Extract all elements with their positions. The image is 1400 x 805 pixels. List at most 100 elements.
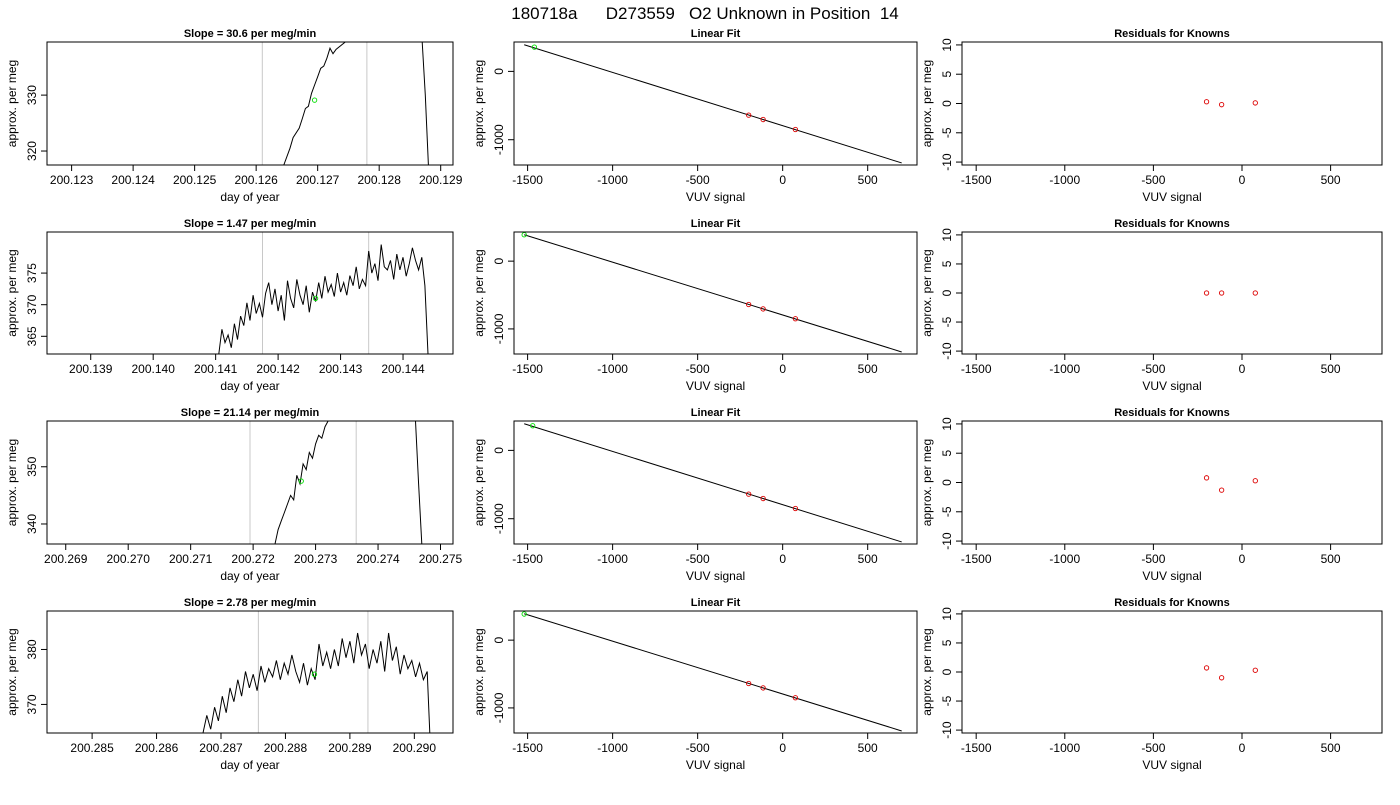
x-axis-label: day of year	[220, 190, 279, 204]
y-tick-label: 10	[940, 228, 954, 242]
x-tick-label: -1000	[1049, 362, 1080, 376]
x-tick-label: 0	[779, 173, 786, 187]
data-trace	[218, 244, 429, 354]
known-point	[746, 112, 752, 118]
plot-frame	[46, 610, 454, 734]
x-axis-label: VUV signal	[686, 379, 745, 393]
chart-panel-4: Slope = 1.47 per meg/min day of year appro…	[5, 218, 454, 393]
x-tick-label: 200.274	[356, 552, 400, 566]
known-point	[760, 495, 766, 502]
plot-area	[1203, 290, 1258, 296]
x-tick-label: 200.287	[199, 741, 243, 755]
x-tick-label: 200.285	[70, 741, 114, 755]
y-axis-label: approx. per meg	[5, 439, 19, 526]
y-tick-label: 375	[25, 263, 39, 283]
plot-frame	[46, 41, 454, 166]
residual-point	[1203, 665, 1210, 671]
y-tick-label: 5	[940, 639, 954, 646]
panels-grid: Slope = 30.6 per meg/min day of year appro…	[5, 28, 1383, 772]
plot-area	[524, 44, 902, 164]
x-tick-label: 200.124	[111, 173, 155, 187]
plot-area	[521, 232, 902, 353]
chart-title: Residuals for Knowns	[1114, 28, 1230, 40]
residual-point	[1203, 475, 1210, 481]
fit-line	[524, 44, 902, 164]
residual-point	[1218, 487, 1225, 493]
residual-point	[1203, 290, 1210, 296]
y-tick-label: -5	[940, 506, 954, 517]
known-point	[746, 491, 752, 497]
y-tick-label: 0	[492, 257, 506, 264]
chart-title: Linear Fit	[691, 218, 741, 230]
x-tick-label: -1000	[597, 552, 628, 566]
y-tick-label: 380	[25, 639, 39, 659]
residual-point	[1218, 675, 1225, 681]
known-point	[792, 316, 799, 322]
x-tick-label: 500	[858, 741, 878, 755]
residual-point	[1252, 290, 1258, 296]
plot-area	[1203, 99, 1258, 108]
x-tick-label: -500	[686, 362, 710, 376]
residual-point	[1203, 99, 1210, 105]
y-axis-label: approx. per meg	[920, 439, 934, 526]
chart-title: Slope = 21.14 per meg/min	[181, 407, 320, 419]
x-tick-label: 200.273	[294, 552, 338, 566]
y-axis-label: approx. per meg	[472, 60, 486, 147]
x-tick-label: -500	[1141, 741, 1165, 755]
plot-frame	[513, 41, 918, 166]
chart-panel-7: Slope = 21.14 per meg/min day of year appr…	[5, 407, 463, 583]
x-tick-label: -500	[686, 552, 710, 566]
chart-title: Residuals for Knowns	[1114, 218, 1230, 230]
plot-area	[1203, 665, 1258, 681]
x-tick-label: -1500	[512, 173, 543, 187]
chart-panel-11: Linear Fit VUV signal approx. per meg -1500…	[472, 597, 918, 772]
y-axis-label: approx. per meg	[920, 60, 934, 147]
chart-title: Residuals for Knowns	[1114, 407, 1230, 419]
x-tick-label: 200.125	[173, 173, 217, 187]
x-tick-label: 200.144	[381, 362, 425, 376]
x-tick-label: 200.142	[256, 362, 300, 376]
residual-point	[1218, 290, 1225, 296]
y-tick-label: 5	[940, 450, 954, 457]
chart-panel-3: Residuals for Knowns VUV signal approx. pe…	[920, 28, 1383, 204]
x-tick-label: -1000	[1049, 552, 1080, 566]
y-axis-label: approx. per meg	[472, 249, 486, 336]
x-tick-label: -1000	[597, 741, 628, 755]
x-tick-label: -1500	[961, 552, 992, 566]
plot-area	[218, 232, 429, 354]
x-tick-label: -500	[1141, 173, 1165, 187]
y-axis-label: approx. per meg	[472, 628, 486, 715]
x-tick-label: -1500	[512, 741, 543, 755]
y-tick-label: -5	[940, 695, 954, 706]
known-point	[792, 126, 799, 133]
plot-area	[261, 42, 429, 165]
y-tick-label: -1000	[492, 503, 506, 534]
x-tick-label: 500	[858, 173, 878, 187]
y-tick-label: 0	[940, 100, 954, 107]
x-tick-label: 200.272	[231, 552, 275, 566]
x-tick-label: 200.271	[169, 552, 213, 566]
chart-title: Slope = 2.78 per meg/min	[184, 597, 317, 609]
x-tick-label: -1000	[597, 173, 628, 187]
x-axis-label: VUV signal	[1142, 190, 1201, 204]
unknown-point	[312, 295, 319, 302]
x-tick-label: 200.143	[319, 362, 363, 376]
x-tick-label: 0	[1239, 741, 1246, 755]
x-tick-label: 500	[858, 552, 878, 566]
chart-title: Slope = 1.47 per meg/min	[184, 218, 317, 230]
x-tick-label: 0	[779, 362, 786, 376]
x-tick-label: -1000	[597, 362, 628, 376]
x-tick-label: 200.286	[135, 741, 179, 755]
known-point	[746, 301, 752, 308]
y-tick-label: 370	[25, 694, 39, 714]
x-tick-label: 0	[1239, 362, 1246, 376]
y-tick-label: -1000	[492, 124, 506, 155]
chart-panel-9: Residuals for Knowns VUV signal approx. pe…	[920, 407, 1383, 583]
x-tick-label: 0	[1239, 173, 1246, 187]
x-tick-label: 0	[779, 741, 786, 755]
x-tick-label: -1500	[512, 552, 543, 566]
known-point	[760, 685, 766, 691]
y-axis-label: approx. per meg	[920, 628, 934, 715]
plot-area	[249, 421, 423, 544]
chart-title: Linear Fit	[691, 597, 741, 609]
